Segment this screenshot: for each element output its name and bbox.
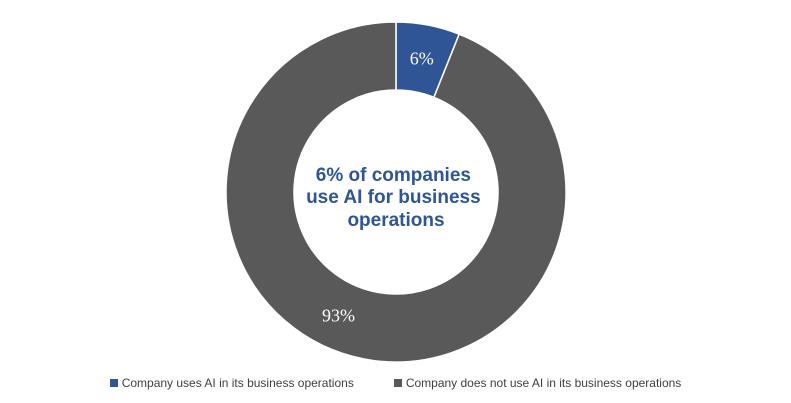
center-label-line-1: 6% of companies bbox=[316, 165, 471, 186]
slice-labels: 6% 93% bbox=[322, 48, 434, 325]
legend-label-uses-ai: Company uses AI in its business operatio… bbox=[121, 376, 354, 390]
legend-item-uses-ai: Company uses AI in its business operatio… bbox=[109, 376, 354, 390]
center-label-line-3: operations bbox=[347, 210, 444, 231]
legend: Company uses AI in its business operatio… bbox=[0, 376, 791, 390]
slice-label-uses-ai: 6% bbox=[410, 48, 434, 68]
legend-swatch-uses-ai bbox=[109, 379, 118, 387]
slice-no-ai bbox=[225, 21, 567, 363]
slice-label-no-ai: 93% bbox=[322, 305, 355, 325]
legend-item-no-ai: Company does not use AI in its business … bbox=[393, 376, 682, 390]
legend-swatch-no-ai bbox=[393, 379, 402, 387]
donut-slices bbox=[225, 21, 567, 363]
center-label-line-2: use AI for business bbox=[306, 187, 481, 208]
center-label: 6% of companies use AI for business oper… bbox=[306, 165, 486, 231]
legend-label-no-ai: Company does not use AI in its business … bbox=[405, 376, 682, 390]
